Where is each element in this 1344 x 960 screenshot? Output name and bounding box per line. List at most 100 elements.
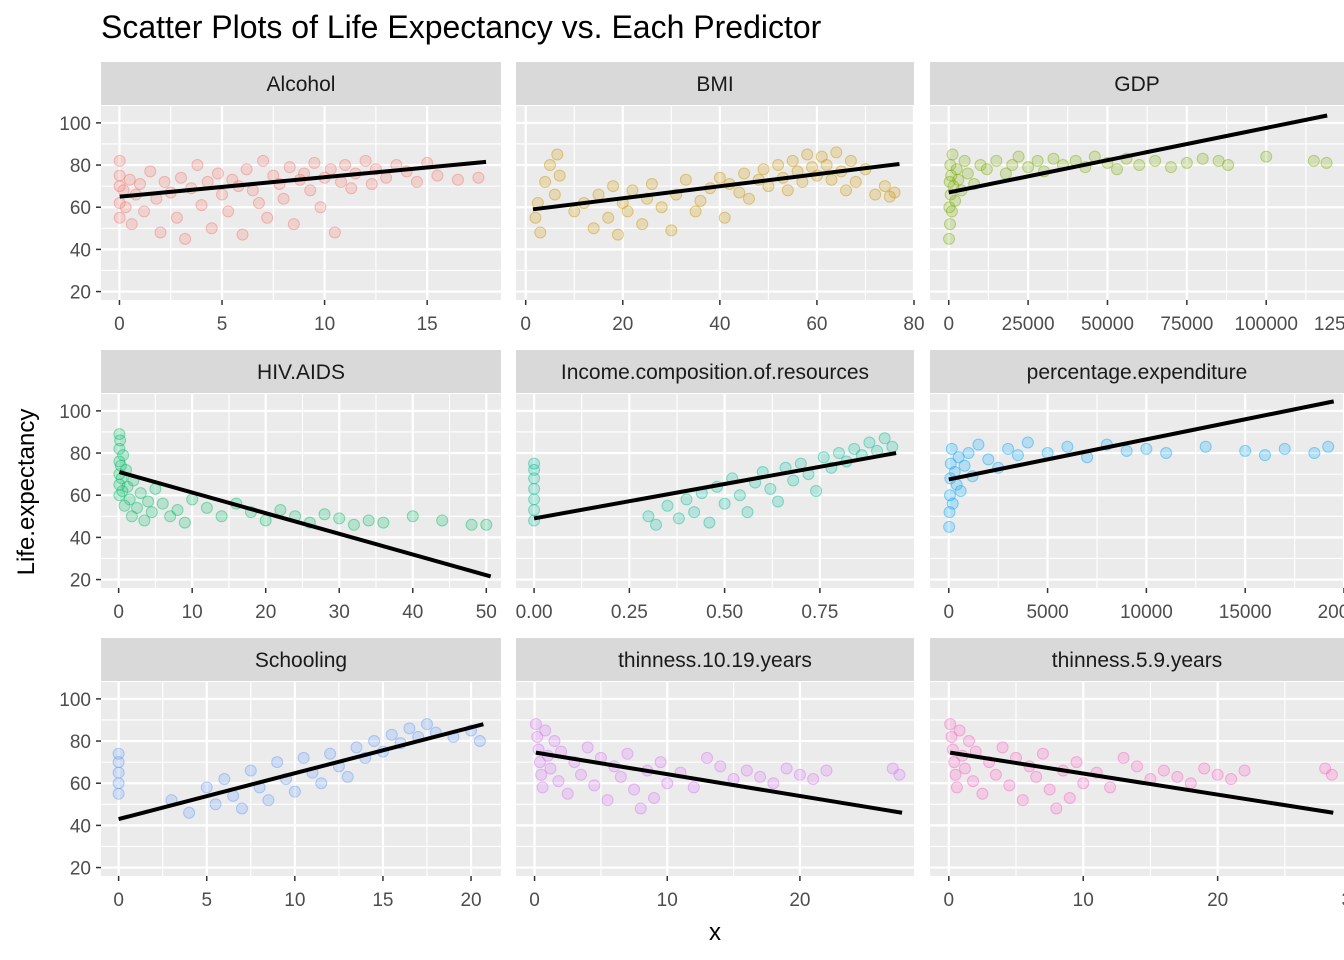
data-point — [943, 232, 956, 245]
data-point — [113, 211, 126, 224]
y-tick-label: 80 — [70, 156, 91, 177]
data-point — [201, 175, 214, 188]
data-point — [205, 222, 218, 235]
data-point — [568, 205, 581, 218]
data-point — [528, 463, 541, 476]
data-point — [195, 199, 208, 212]
data-point — [125, 510, 138, 523]
panel-background — [101, 682, 501, 876]
data-point — [125, 218, 138, 231]
facet-schooling: Schooling 0 5 10 15 20 20 40 60 80 100 — [59, 638, 501, 911]
data-point — [359, 154, 372, 167]
facet-strip — [101, 350, 501, 393]
point-layer — [944, 718, 1338, 815]
data-point — [271, 756, 284, 769]
data-point — [114, 434, 127, 447]
data-point — [113, 428, 126, 441]
data-point — [943, 506, 956, 519]
data-point — [943, 201, 956, 214]
data-point — [529, 718, 542, 731]
data-point — [849, 175, 862, 188]
data-point — [689, 205, 702, 218]
data-point — [694, 194, 707, 207]
facet-strip-label: Income.composition.of.resources — [561, 361, 869, 384]
data-point — [787, 474, 800, 487]
data-point — [308, 156, 321, 169]
data-point — [341, 770, 354, 783]
data-point — [1149, 154, 1162, 167]
data-point — [614, 770, 627, 783]
data-point — [661, 499, 674, 512]
data-point — [536, 781, 549, 794]
facet-strip — [101, 62, 501, 105]
fit-line — [118, 470, 492, 579]
data-point — [1157, 764, 1170, 777]
x-tick-label: 10 — [657, 890, 678, 911]
data-point — [621, 747, 634, 760]
data-point — [1322, 440, 1335, 453]
data-point — [794, 457, 807, 470]
point-layer — [943, 113, 1333, 245]
data-point — [962, 735, 975, 748]
x-tick-label: 5000 — [1026, 602, 1068, 623]
x-tick-label: 40 — [709, 314, 730, 335]
x-tick-label: 30 — [329, 602, 350, 623]
data-point — [406, 510, 419, 523]
data-point — [314, 201, 327, 214]
data-point — [1319, 762, 1332, 775]
data-point — [1070, 756, 1083, 769]
data-point — [377, 516, 390, 529]
data-point — [529, 211, 542, 224]
data-point — [972, 438, 985, 451]
fit-line — [535, 750, 903, 815]
data-point — [1320, 156, 1333, 169]
data-point — [817, 451, 830, 464]
data-point — [1036, 747, 1049, 760]
data-point — [1260, 150, 1273, 163]
data-point — [420, 718, 433, 731]
data-point — [944, 718, 957, 731]
data-point — [575, 768, 588, 781]
data-point — [118, 499, 131, 512]
data-point — [1012, 150, 1025, 163]
data-point — [158, 175, 171, 188]
data-point — [950, 163, 963, 176]
data-point — [335, 175, 347, 188]
data-point — [436, 514, 449, 527]
data-point — [123, 173, 136, 186]
data-point — [297, 751, 310, 764]
data-point — [754, 770, 767, 783]
point-layer — [529, 718, 906, 815]
data-point — [112, 756, 125, 769]
data-point — [832, 447, 845, 460]
point-layer — [112, 718, 486, 822]
data-point — [365, 178, 378, 191]
data-point — [967, 775, 980, 788]
data-point — [1212, 154, 1225, 167]
data-point — [772, 159, 785, 172]
data-point — [339, 159, 352, 172]
data-point — [958, 154, 971, 167]
y-tick-label: 20 — [70, 859, 91, 880]
data-point — [333, 512, 346, 525]
data-point — [183, 806, 196, 819]
data-point — [780, 762, 793, 775]
data-point — [757, 163, 770, 176]
data-point — [145, 506, 158, 519]
data-point — [431, 169, 444, 182]
y-axis-label: Life.expectancy — [13, 409, 40, 576]
x-tick-label: 20000 — [1318, 602, 1344, 623]
data-point — [626, 184, 639, 197]
data-point — [117, 449, 130, 462]
data-point — [742, 192, 755, 205]
x-tick-label: 0 — [520, 314, 531, 335]
data-point — [362, 514, 375, 527]
data-point — [733, 489, 746, 502]
data-point — [350, 741, 363, 754]
y-tick-label: 40 — [70, 528, 91, 549]
data-point — [170, 211, 183, 224]
data-point — [771, 495, 784, 508]
data-point — [328, 226, 341, 239]
data-point — [634, 802, 647, 815]
data-point — [740, 764, 753, 777]
